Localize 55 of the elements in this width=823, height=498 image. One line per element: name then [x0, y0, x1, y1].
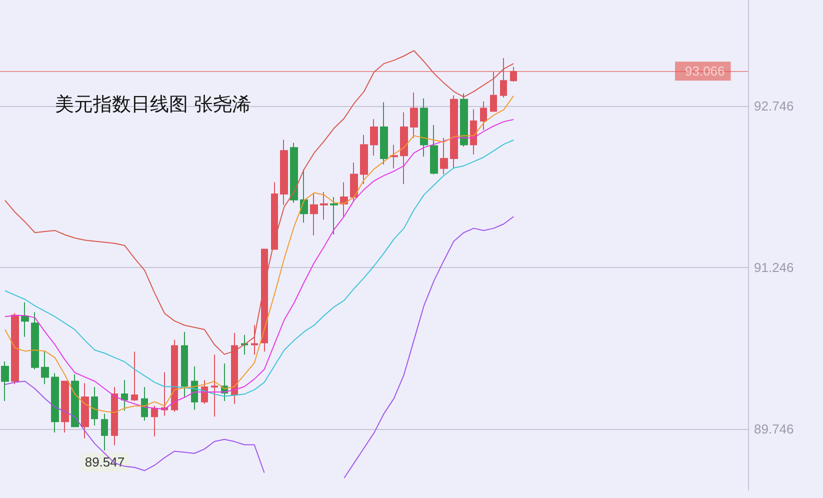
candlestick [271, 182, 278, 250]
candlestick [360, 134, 368, 185]
y-tick-label: 91.246 [754, 260, 794, 276]
candlestick [1, 361, 9, 402]
candlestick [261, 248, 268, 352]
candlestick [171, 339, 178, 412]
candlestick [500, 58, 507, 98]
candlestick [11, 312, 19, 385]
candlestick [510, 66, 517, 82]
candlestick [181, 331, 188, 398]
candlestick [460, 92, 468, 148]
candlestick [101, 413, 108, 451]
candlestick [290, 142, 298, 204]
candlestick [211, 354, 218, 418]
candlestick [131, 351, 138, 402]
candlestick [231, 332, 238, 404]
candlestick [41, 351, 49, 385]
text: 美元指数日线图 张尧浠 [55, 94, 252, 116]
candlestick [121, 380, 128, 412]
y-tick-label: 92.746 [754, 98, 794, 114]
candlestick [241, 334, 248, 356]
candlestick [370, 118, 378, 156]
candlestick [380, 102, 388, 165]
candlestick [430, 124, 438, 175]
line-series [4, 50, 514, 355]
candlestick [420, 98, 428, 158]
candlestick [390, 144, 398, 169]
candlestick [300, 168, 308, 224]
candlestick [310, 192, 318, 236]
y-tick-label: 89.746 [754, 422, 794, 437]
candlestick [450, 94, 458, 169]
candlestick [480, 100, 487, 130]
candlestick [280, 139, 288, 206]
candlestick [51, 372, 59, 433]
candlestick [470, 108, 477, 156]
candlestick [31, 312, 39, 370]
candlestick [490, 71, 497, 112]
candlestick [400, 112, 408, 185]
candlestick [61, 380, 69, 433]
ref-line-label: 93.066 [685, 64, 725, 79]
candlestick [141, 386, 148, 422]
candlestick [71, 374, 79, 428]
candlestick [81, 382, 89, 439]
candlestick [161, 372, 168, 416]
candlestick [440, 137, 448, 175]
candlestick [91, 386, 98, 426]
candlestick [21, 302, 29, 338]
candlestick [330, 196, 338, 235]
candlestick [340, 182, 348, 218]
candlestick [111, 386, 118, 446]
candlestick [410, 92, 418, 138]
candlestick [251, 324, 258, 356]
candlestick [320, 192, 328, 220]
candlestick [350, 162, 358, 202]
candlestick [151, 405, 158, 437]
